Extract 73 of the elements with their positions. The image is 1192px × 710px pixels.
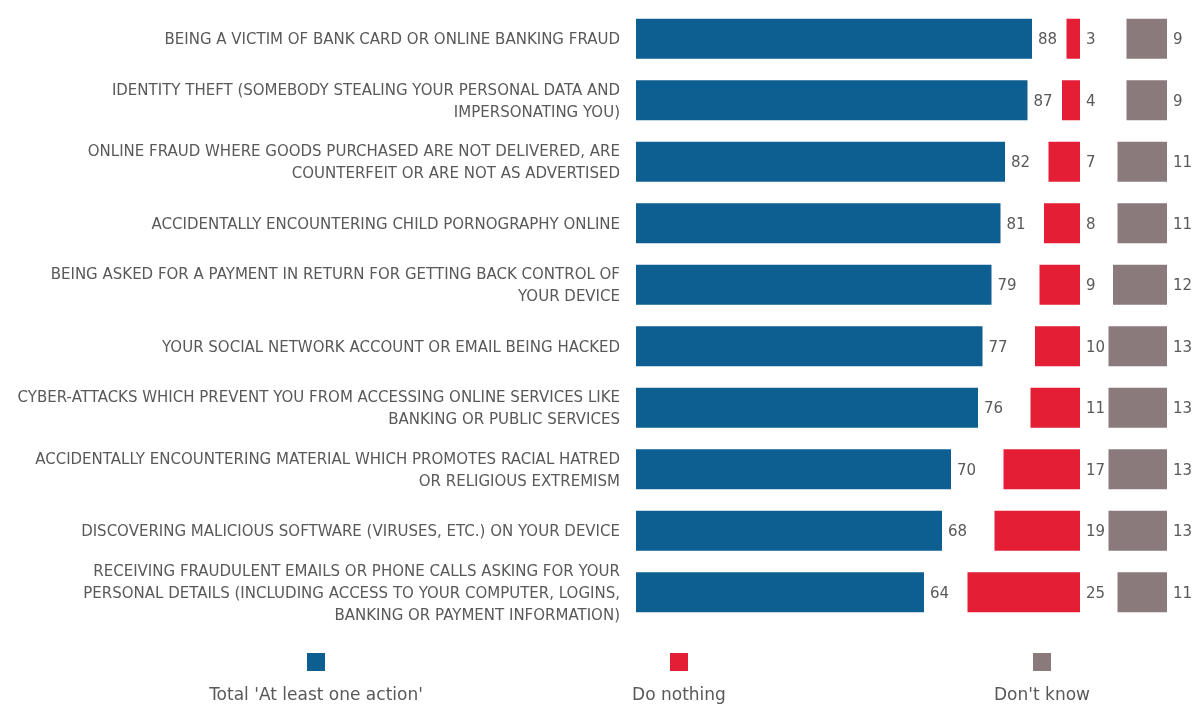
data-label: 25 <box>1086 583 1106 602</box>
data-label: 70 <box>957 460 977 479</box>
data-label: 81 <box>1006 214 1026 233</box>
y-tick-label: BEING ASKED FOR A PAYMENT IN RETURN FOR GETTING BACK CONTROL OF YOUR DEVICE <box>50 265 620 305</box>
bar <box>636 141 1005 182</box>
data-label: 17 <box>1086 460 1106 479</box>
bar <box>636 264 992 305</box>
data-label: 11 <box>1086 399 1106 417</box>
data-label: 3 <box>1086 30 1096 48</box>
bar <box>636 80 1028 121</box>
data-label: 13 <box>1173 399 1192 417</box>
bar <box>1048 141 1080 182</box>
data-label: 77 <box>988 337 1008 356</box>
data-label: 79 <box>997 276 1017 294</box>
bar <box>1039 264 1080 305</box>
y-tick-label: RECEIVING FRAUDULENT EMAILS OR PHONE CALLS ASKING FOR YOUR PERSONAL DETAILS (INCLUDING ACCESS TO YOUR COMPUTER, LOGINS, BANKING OR PAYMENT INFORMATION) <box>83 561 620 624</box>
y-tick-label: ONLINE FRAUD WHERE GOODS PURCHASED ARE NOT DELIVERED, ARE COUNTERFEIT OR ARE NOT AS ADVERTISED <box>87 142 620 182</box>
bar <box>1108 387 1167 428</box>
bar <box>1117 141 1167 182</box>
bar <box>1117 203 1167 244</box>
y-tick-label: ACCIDENTALLY ENCOUNTERING MATERIAL WHICH PROMOTES RACIAL HATRED OR RELIGIOUS EXTREMISM <box>35 449 620 490</box>
bar <box>636 510 942 551</box>
legend-label: Don't know <box>994 684 1091 704</box>
data-label: 12 <box>1173 276 1192 294</box>
data-label: 4 <box>1086 91 1096 110</box>
data-label: 82 <box>1011 153 1031 171</box>
bar <box>636 203 1001 244</box>
bar <box>1126 18 1167 59</box>
data-label: 87 <box>1033 91 1053 110</box>
bar <box>967 572 1080 613</box>
data-label: 13 <box>1173 522 1192 540</box>
data-label: 8 <box>1086 214 1096 233</box>
legend-label: Do nothing <box>632 684 726 704</box>
data-label: 9 <box>1086 276 1096 294</box>
y-tick-label: BEING A VICTIM OF BANK CARD OR ONLINE BANKING FRAUD <box>164 30 620 48</box>
legend-label: Total 'At least one action' <box>208 684 423 704</box>
data-label: 10 <box>1086 337 1106 356</box>
bar <box>1066 18 1080 59</box>
data-label: 11 <box>1173 214 1192 233</box>
y-tick-label: CYBER-ATTACKS WHICH PREVENT YOU FROM ACCESSING ONLINE SERVICES LIKE BANKING OR PUBLIC SERVICES <box>17 388 620 428</box>
bar <box>1044 203 1080 244</box>
bar <box>636 572 924 613</box>
data-label: 88 <box>1038 30 1058 48</box>
bar <box>1108 326 1167 367</box>
bar <box>1035 326 1080 367</box>
data-label: 11 <box>1173 583 1192 602</box>
data-label: 64 <box>930 583 950 602</box>
bar <box>1126 80 1167 121</box>
bar <box>636 18 1032 59</box>
bar <box>1003 449 1080 490</box>
bar <box>1030 387 1080 428</box>
data-label: 76 <box>984 399 1004 417</box>
bar <box>1117 572 1167 613</box>
data-label: 19 <box>1086 522 1106 540</box>
bar <box>1108 510 1167 551</box>
bar <box>636 326 983 367</box>
data-label: 9 <box>1173 91 1183 110</box>
y-tick-label: YOUR SOCIAL NETWORK ACCOUNT OR EMAIL BEING HACKED <box>161 337 620 356</box>
y-tick-label: IDENTITY THEFT (SOMEBODY STEALING YOUR PERSONAL DATA AND IMPERSONATING YOU) <box>111 80 620 121</box>
data-label: 13 <box>1173 460 1192 479</box>
data-label: 68 <box>948 522 968 540</box>
data-label: 7 <box>1086 153 1096 171</box>
bar <box>636 449 951 490</box>
bar <box>1113 264 1167 305</box>
bar <box>994 510 1080 551</box>
data-label: 11 <box>1173 153 1192 171</box>
data-label: 9 <box>1173 30 1183 48</box>
y-tick-label: DISCOVERING MALICIOUS SOFTWARE (VIRUSES, ETC.) ON YOUR DEVICE <box>81 522 620 540</box>
bar <box>636 387 978 428</box>
data-label: 13 <box>1173 337 1192 356</box>
bar <box>1108 449 1167 490</box>
y-tick-label: ACCIDENTALLY ENCOUNTERING CHILD PORNOGRAPHY ONLINE <box>151 214 620 233</box>
bar <box>1062 80 1080 121</box>
